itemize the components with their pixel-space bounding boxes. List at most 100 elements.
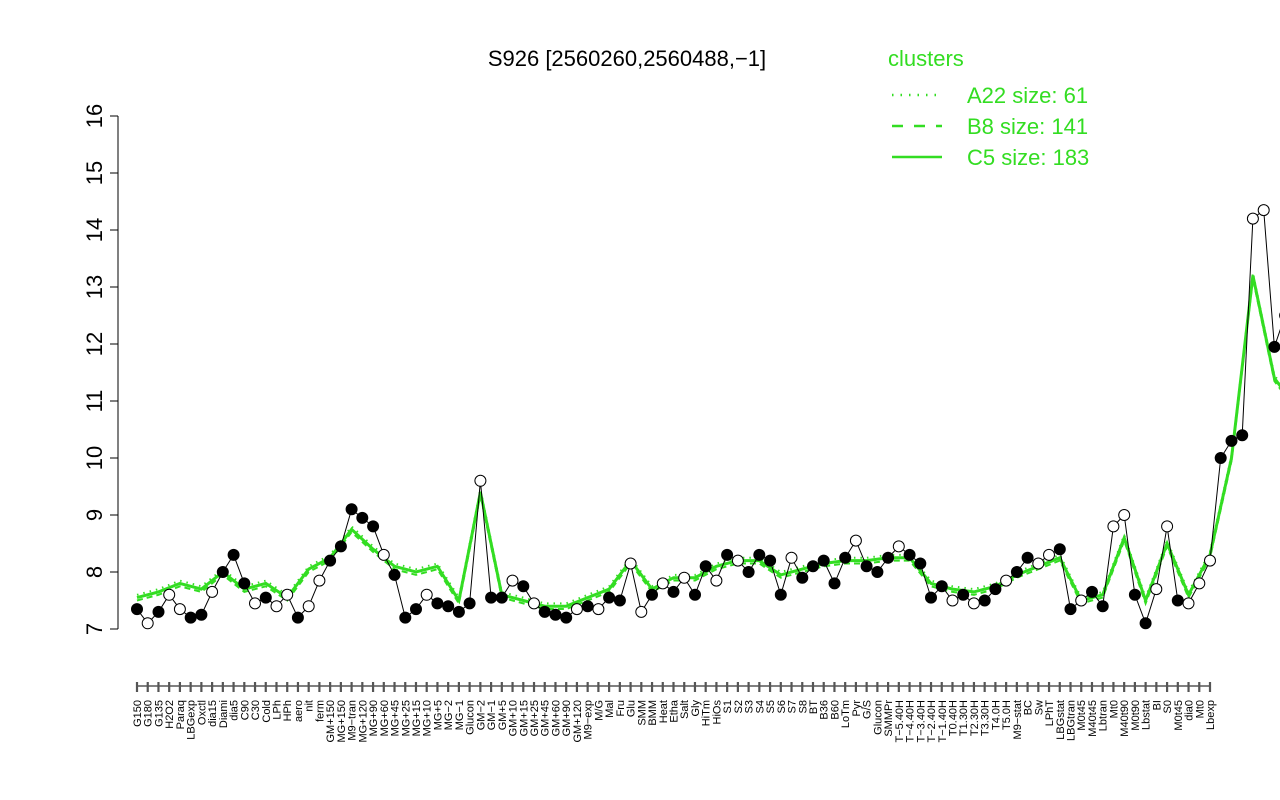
x-tick-label: Mal [604, 700, 616, 718]
data-point [1107, 520, 1120, 533]
data-point [807, 560, 819, 573]
x-tick-label: dia5 [229, 700, 241, 721]
x-tick-label: Glucon [872, 700, 884, 735]
x-tick-label: M0t45 [1076, 700, 1088, 731]
x-tick-label: BI [1151, 700, 1163, 710]
x-tick-label: BC [1023, 700, 1035, 715]
x-tick-label: Mt0 [1194, 700, 1206, 718]
x-tick-label: T−1.40H [937, 700, 949, 743]
x-tick-label: MG+60 [379, 700, 391, 736]
data-point [646, 588, 658, 601]
x-tick-label: S7 [787, 700, 799, 713]
data-point [517, 580, 530, 593]
legend-a22-label: A22 size: 61 [967, 83, 1088, 108]
data-point [946, 594, 959, 607]
data-point [989, 583, 1002, 596]
x-tick-label: HiOs [711, 700, 723, 725]
x-tick-label: MG+90 [368, 700, 380, 736]
x-tick-label: MG+10 [422, 700, 434, 736]
data-point [1139, 617, 1152, 630]
x-tick-label: Cold [261, 700, 273, 723]
x-tick-label: S1 [722, 700, 734, 713]
data-point [195, 608, 208, 621]
data-point [431, 597, 444, 610]
x-tick-label: Gly [690, 700, 702, 717]
data-point [334, 540, 347, 553]
cluster-a22-line [136, 272, 1280, 605]
data-point [1236, 429, 1249, 442]
data-point [817, 554, 830, 567]
data-point [345, 503, 358, 516]
data-point [184, 611, 197, 624]
data-point [227, 548, 240, 561]
x-tick-label: LBGtran [1066, 700, 1078, 741]
x-tick-label: M9−exp [583, 700, 595, 739]
data-point [249, 597, 261, 610]
x-tick-label: C90 [239, 700, 251, 720]
data-point [613, 594, 626, 607]
x-tick-label: T2.30H [969, 700, 981, 736]
data-point [1064, 603, 1077, 616]
x-tick-label: MG+45 [390, 700, 402, 736]
x-tick-label: Glu [626, 700, 638, 717]
x-tick-label: MG+25 [400, 700, 412, 736]
data-point [656, 577, 669, 590]
legend-title: clusters [888, 46, 964, 71]
x-tick-label: M9−stat [1012, 700, 1024, 739]
data-point [689, 588, 701, 601]
data-point [356, 511, 369, 524]
x-tick-label: T−2.40H [926, 700, 938, 743]
data-point [1268, 340, 1280, 353]
x-tick-label: GM+90 [561, 700, 573, 736]
data-point [935, 580, 948, 593]
x-tick-label: Paraq [175, 700, 187, 729]
x-tick-label: LPhT [1044, 700, 1056, 727]
data-point [667, 585, 680, 598]
data-point [914, 557, 927, 570]
y-tick-label: 12 [82, 332, 107, 356]
x-tick-label: G135 [153, 700, 165, 727]
data-point [1193, 577, 1206, 590]
data-point [259, 591, 272, 604]
x-tick-label: GM+45 [540, 700, 552, 736]
y-axis: 7 8 9 10 11 12 13 14 15 16 [82, 104, 119, 635]
x-tick-label: GM+25 [529, 700, 541, 736]
x-axis: G150G180G135H2O2ParaqLBGexpOxctldia15Dia… [132, 682, 1217, 743]
data-point [892, 540, 905, 553]
x-tick-label: Lbstat [1141, 700, 1153, 730]
y-tick-label: 11 [82, 390, 107, 413]
data-point [1150, 583, 1163, 596]
y-tick-label: 9 [82, 509, 107, 521]
x-tick-label: Glucon [465, 700, 477, 735]
x-tick-label: S3 [744, 700, 756, 713]
y-tick-label: 8 [82, 566, 107, 578]
x-tick-label: Oxctl [196, 700, 208, 725]
data-point [710, 574, 723, 587]
x-tick-label: BMM [647, 700, 659, 726]
x-tick-label: MG+150 [336, 700, 348, 743]
x-tick-label: T4.0H [990, 700, 1002, 730]
data-point [1075, 594, 1088, 607]
data-point [163, 588, 176, 601]
data-point [1118, 509, 1131, 521]
x-tick-label: S5 [765, 700, 777, 713]
data-point [967, 597, 980, 610]
x-tick-label: Sw [1033, 700, 1045, 715]
series-line [131, 204, 1280, 630]
data-point [1225, 434, 1238, 447]
data-point [753, 548, 766, 561]
x-tick-label: G180 [143, 700, 155, 727]
x-tick-label: GM+15 [518, 700, 530, 736]
x-tick-label: S4 [754, 700, 766, 713]
data-point [485, 591, 498, 604]
data-point [828, 577, 841, 590]
data-point [206, 585, 219, 598]
x-tick-label: MG+5 [432, 700, 444, 730]
data-point [173, 603, 186, 616]
x-tick-label: Salt [679, 700, 691, 719]
data-point [764, 554, 777, 567]
data-point [474, 474, 487, 487]
x-tick-label: Fru [615, 700, 627, 717]
x-tick-label: T1.30H [958, 700, 970, 736]
